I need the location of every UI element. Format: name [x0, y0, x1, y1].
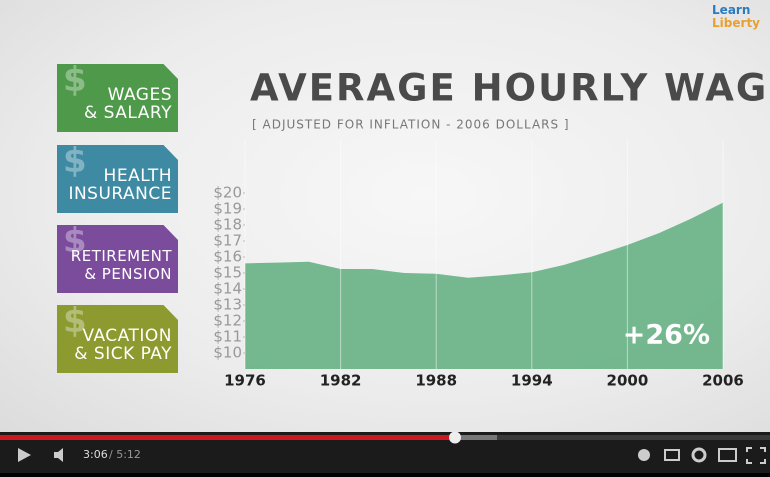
play-button[interactable]	[18, 448, 31, 462]
y-tick-label: $10	[213, 344, 242, 362]
card-text: VACATION	[82, 326, 172, 346]
y-tick-label: $11	[213, 328, 242, 346]
x-tick-label: 1982	[320, 372, 362, 390]
card-text: RETIREMENT	[70, 247, 172, 265]
controls: 3:06 / 5:12	[0, 431, 770, 464]
card-icon: $	[63, 141, 87, 181]
x-tick-label: 2000	[607, 372, 649, 390]
card-icon: $	[63, 301, 87, 341]
y-tick-label: $15	[213, 264, 242, 282]
progress-played	[0, 435, 455, 440]
progress-handle[interactable]	[449, 431, 461, 444]
video[interactable]: Learn Liberty $ WAGES & SALARY $ HEALTH …	[0, 0, 770, 432]
captions-button[interactable]	[664, 449, 680, 461]
info-button[interactable]	[638, 449, 650, 461]
x-tick-label: 1994	[511, 372, 553, 390]
x-tick-label: 1988	[415, 372, 457, 390]
fullscreen-button[interactable]	[746, 447, 766, 464]
duration: / 5:12	[109, 448, 141, 461]
x-tick-label: 1976	[224, 372, 266, 390]
control-bar: 3:06 / 5:12	[0, 431, 770, 473]
card-text: HEALTH	[103, 166, 172, 186]
y-tick-label: $14	[213, 280, 242, 298]
card-text: & SICK PAY	[74, 344, 172, 364]
logo-line: Liberty	[712, 16, 760, 30]
card-icon: $	[63, 60, 87, 100]
settings-button[interactable]	[691, 447, 707, 463]
y-tick-label: $13	[213, 296, 242, 314]
area	[245, 202, 723, 369]
logo-line: Learn	[712, 3, 751, 17]
x-tick-label: 2006	[702, 372, 744, 390]
y-tick-label: $19	[213, 200, 242, 218]
card-icon: $	[63, 221, 87, 261]
current-time: 3:06	[83, 448, 108, 461]
annotation: +26%	[623, 320, 710, 351]
card: $ HEALTH INSURANCE	[57, 145, 178, 213]
card-text: INSURANCE	[68, 184, 172, 204]
y-tick-label: $12	[213, 312, 242, 330]
volume-button[interactable]	[54, 448, 63, 462]
y-tick-label: $16	[213, 248, 242, 266]
card: $ RETIREMENT & PENSION	[57, 225, 178, 293]
chart: AVERAGE HOURLY WAGE [ ADJUSTED FOR INFLA…	[213, 67, 770, 390]
theater-button[interactable]	[718, 448, 737, 462]
y-tick-label: $20	[213, 184, 242, 202]
chart-title: AVERAGE HOURLY WAGE	[250, 67, 770, 110]
y-tick-label: $17	[213, 232, 242, 250]
logo: Learn Liberty	[712, 4, 760, 30]
y-tick-label: $18	[213, 216, 242, 234]
card: $ VACATION & SICK PAY	[57, 305, 178, 373]
card-text: & SALARY	[84, 103, 172, 123]
card-text: WAGES	[107, 85, 172, 105]
card: $ WAGES & SALARY	[57, 64, 178, 132]
chart-subtitle: [ ADJUSTED FOR INFLATION - 2006 DOLLARS …	[252, 118, 570, 132]
card-text: & PENSION	[84, 265, 172, 283]
